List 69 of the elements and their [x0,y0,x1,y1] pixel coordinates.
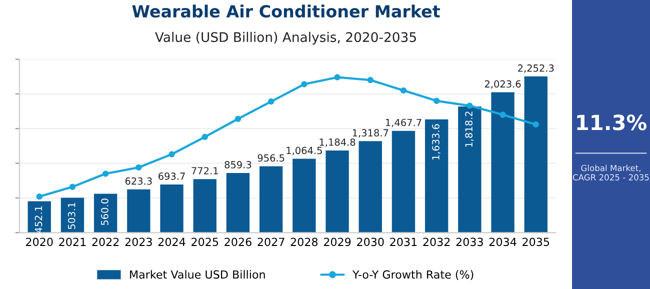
x-tick-label: 2022 [92,238,119,246]
legend-label: Market Value USD Billion [130,270,265,279]
chart-subtitle: Value (USD Billion) Analysis, 2020-2035 [155,32,416,45]
x-tick-label: 2027 [258,238,284,246]
data-label: 693.7 [158,172,185,180]
x-tick-label: 2026 [224,238,252,246]
bar [491,92,514,233]
text: Global Market, CAGR 2025 - 2035 [572,164,649,180]
data-label: 956.5 [258,154,284,162]
x-tick-label: 2024 [158,238,186,246]
data-label: 1,818.2 [465,112,474,147]
bar [358,141,382,233]
x-tick-label: 2025 [192,238,218,246]
x-tick-label: 2033 [456,238,483,246]
bar [127,189,150,233]
legend-label: Y-o-Y Growth Rate (%) [352,270,474,280]
x-tick-label: 2029 [324,238,351,246]
point [168,151,175,158]
point [400,87,407,94]
point [136,164,142,171]
bar [292,158,316,233]
x-tick-label: 2031 [390,238,417,246]
x-tick-label: 2028 [290,238,318,246]
bar [392,130,416,233]
data-label: 452.1 [34,206,42,233]
bar [94,194,118,233]
x-tick-label: 2021 [59,238,86,246]
x-tick-label: 2032 [423,238,450,246]
data-label: 2,023.6 [484,80,521,89]
point [69,184,76,190]
bar [458,106,482,233]
bar [425,119,448,233]
x-tick-label: 2020 [26,238,53,246]
data-label: 1,064.5 [286,146,322,156]
x-tick-label: 2030 [357,238,384,246]
point [301,81,308,88]
point [36,193,42,200]
data-label: 1,318.7 [352,129,388,138]
x-tick-label: 2023 [125,238,152,246]
data-label: 560.0 [101,198,108,226]
data-label: 859.3 [224,161,252,168]
point [234,116,242,122]
x-tick-label: 2035 [522,238,550,246]
point [268,98,274,105]
bar [259,166,283,233]
data-label: 1,184.8 [320,138,356,147]
bar [60,198,84,233]
text: 11.3% [577,114,646,130]
point [202,134,208,140]
point [334,74,340,80]
bar [226,173,250,233]
point [532,121,540,128]
data-label: 772.1 [192,167,218,174]
data-label: 1,467.7 [386,118,422,128]
bar [524,76,548,233]
data-label: 2,252.3 [518,64,554,73]
data-label: 1,633.6 [432,124,440,160]
point [500,112,506,118]
point [102,170,109,177]
point [466,102,473,109]
point [433,98,440,104]
bar [160,184,184,233]
chart-title: Wearable Air Conditioner Market [132,4,440,18]
data-label: 503.1 [68,202,76,229]
data-label: 623.3 [125,177,152,185]
bar [193,179,216,233]
x-tick-label: 2034 [489,238,516,246]
bar [326,150,349,233]
point [367,76,374,84]
